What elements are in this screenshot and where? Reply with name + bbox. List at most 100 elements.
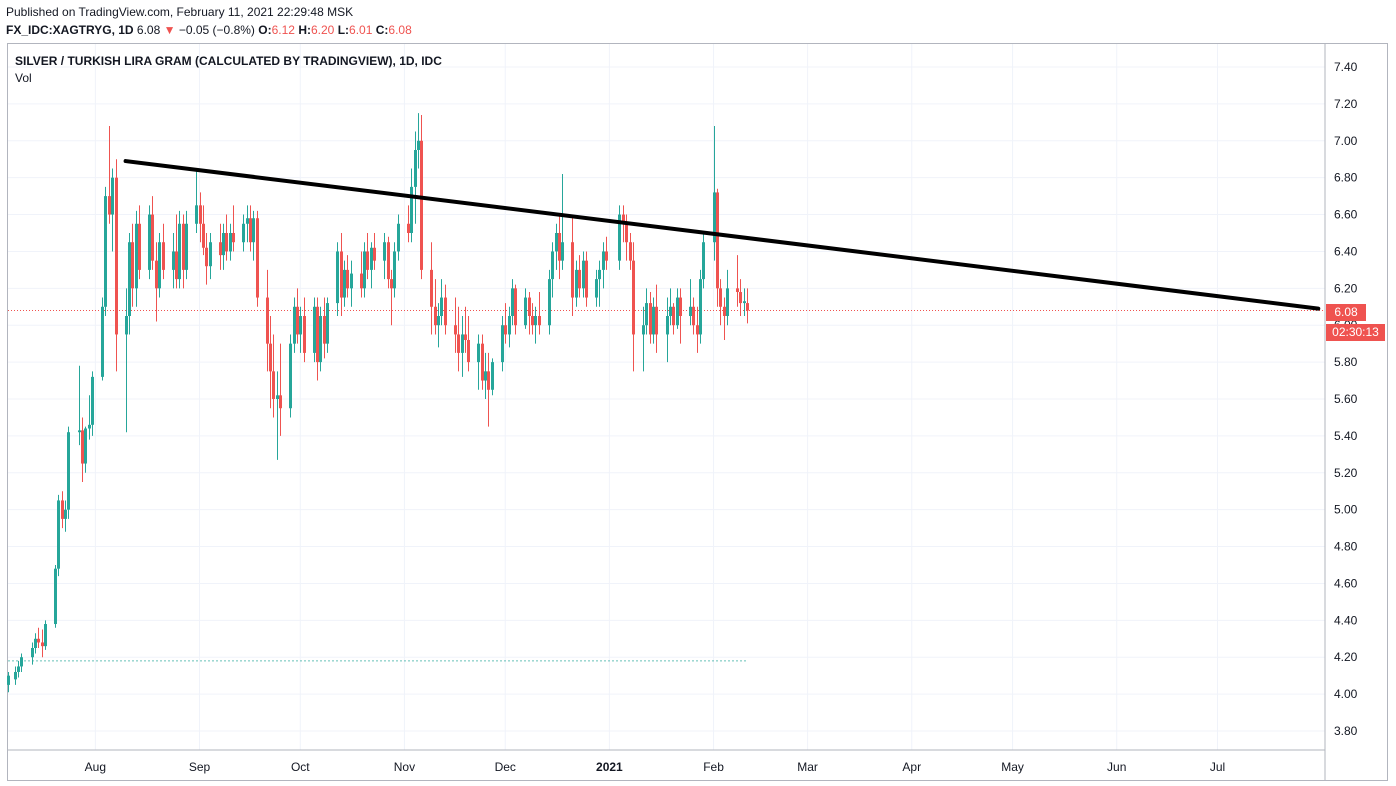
- candle-body: [629, 242, 632, 261]
- candle-body: [716, 192, 719, 289]
- low-label: L:: [337, 23, 350, 37]
- candle-body: [232, 233, 235, 243]
- price-tick-label: 7.20: [1334, 97, 1358, 111]
- time-tick-label: Dec: [495, 760, 516, 774]
- candle-body: [108, 196, 111, 215]
- time-tick-label: Mar: [797, 760, 818, 774]
- candle-body: [172, 251, 175, 270]
- candle-body: [276, 395, 279, 399]
- candle-body: [461, 334, 464, 353]
- candle-body: [558, 233, 561, 261]
- candle-body: [481, 343, 484, 381]
- time-axis[interactable]: Aug Sep Oct Nov Dec 2021 Feb Mar Apr May Jun Jul: [85, 760, 1225, 774]
- candle-body: [397, 223, 400, 252]
- candle-body: [555, 233, 558, 252]
- reference-lines: [8, 309, 1325, 662]
- trendline-layer[interactable]: [123, 159, 1321, 311]
- candle-body: [31, 648, 34, 658]
- candle-body: [222, 233, 225, 256]
- candle-body: [313, 306, 316, 353]
- candle-body: [430, 269, 433, 307]
- time-tick-label: Nov: [394, 760, 415, 774]
- price-tick-label: 4.80: [1334, 540, 1358, 554]
- candle-body: [642, 325, 645, 335]
- trendline[interactable]: [123, 159, 1321, 311]
- open-value: 6.12: [271, 23, 295, 37]
- candle-body: [676, 297, 679, 326]
- volume-indicator-label[interactable]: Vol: [15, 71, 32, 85]
- candle-body: [138, 223, 141, 270]
- candle-body: [57, 500, 60, 569]
- candle-body: [205, 247, 208, 267]
- close-value: 6.08: [388, 23, 412, 37]
- candle-body: [303, 316, 306, 353]
- candle-body: [561, 242, 564, 261]
- price-tick-label: 3.80: [1334, 724, 1358, 738]
- candle-body: [293, 306, 296, 344]
- grid-layer: [8, 44, 1325, 750]
- candle-body: [467, 339, 470, 363]
- candle-body: [410, 186, 413, 233]
- price-tick-label: 7.40: [1334, 60, 1358, 74]
- price-tick-label: 5.60: [1334, 392, 1358, 406]
- candle-body: [296, 306, 299, 335]
- candle-body: [383, 242, 386, 261]
- candle-body: [531, 316, 534, 326]
- candle-body: [272, 371, 275, 399]
- candle-body: [669, 306, 672, 316]
- candle-body: [125, 316, 128, 335]
- candle-body: [672, 306, 675, 326]
- candle-body: [414, 150, 417, 187]
- candle-body: [417, 140, 420, 150]
- candle-body: [115, 177, 118, 335]
- candle-body: [209, 242, 212, 267]
- candle-body: [104, 196, 107, 307]
- candle-body: [457, 334, 460, 353]
- candle-body: [289, 343, 292, 409]
- candle-body: [7, 675, 10, 685]
- candle-body: [246, 218, 249, 224]
- published-line: Published on TradingView.com, February 1…: [6, 5, 354, 19]
- candle-body: [266, 297, 269, 344]
- candle-body: [434, 306, 437, 326]
- candle-body: [655, 306, 658, 335]
- candle-body: [726, 288, 729, 316]
- time-tick-label: Jun: [1107, 760, 1126, 774]
- candle-body: [346, 269, 349, 289]
- candle-body: [148, 214, 151, 270]
- candle-body: [618, 214, 621, 261]
- candle-body: [477, 343, 480, 363]
- candle-body: [407, 223, 410, 233]
- candle-body: [225, 233, 228, 252]
- candle-body: [88, 424, 91, 429]
- candle-body: [135, 223, 138, 289]
- price-axis[interactable]: 7.407.207.006.806.606.406.206.005.805.60…: [1334, 60, 1358, 738]
- candle-body: [491, 362, 494, 390]
- candle-body: [128, 242, 131, 316]
- candle-body: [366, 251, 369, 270]
- price-tick-label: 6.80: [1334, 171, 1358, 185]
- candle-body: [131, 242, 134, 289]
- candle-body: [575, 269, 578, 298]
- time-tick-label: Jul: [1210, 760, 1225, 774]
- candle-body: [622, 214, 625, 224]
- candle-body: [185, 223, 188, 270]
- chart-frame[interactable]: [7, 43, 1388, 781]
- candle-body: [538, 316, 541, 326]
- candle-body: [598, 269, 601, 280]
- time-tick-label: Aug: [85, 760, 106, 774]
- candle-body: [242, 223, 245, 243]
- candle-body: [340, 251, 343, 298]
- candle-body: [514, 288, 517, 326]
- candle-body: [37, 638, 40, 643]
- candle-body: [178, 223, 181, 280]
- time-tick-label: May: [1001, 760, 1024, 774]
- candle-body: [14, 671, 17, 680]
- candle-body: [524, 297, 527, 326]
- candle-body: [571, 242, 574, 298]
- candle-body: [17, 666, 20, 672]
- price-tick-label: 6.60: [1334, 208, 1358, 222]
- candle-body: [269, 343, 272, 372]
- candle-body: [585, 260, 588, 298]
